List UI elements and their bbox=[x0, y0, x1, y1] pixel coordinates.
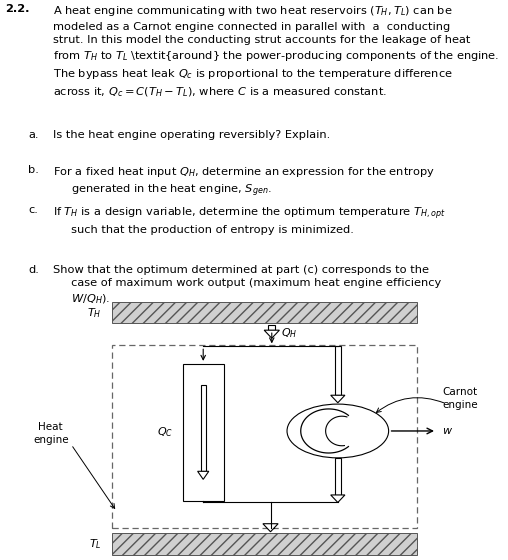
Polygon shape bbox=[263, 524, 278, 532]
Polygon shape bbox=[264, 330, 279, 338]
Text: For a fixed heat input $Q_H$, determine an expression for the entropy
     gener: For a fixed heat input $Q_H$, determine … bbox=[53, 165, 435, 199]
Bar bbox=[112, 302, 417, 324]
Text: 2.2.: 2.2. bbox=[5, 4, 29, 15]
Text: Show that the optimum determined at part (c) corresponds to the
     case of max: Show that the optimum determined at part… bbox=[53, 265, 441, 306]
Text: d.: d. bbox=[28, 265, 39, 275]
Polygon shape bbox=[201, 385, 206, 472]
Text: c.: c. bbox=[28, 206, 38, 215]
Text: $T_H$: $T_H$ bbox=[87, 306, 102, 320]
Polygon shape bbox=[331, 495, 345, 502]
Text: $Q_C$: $Q_C$ bbox=[156, 426, 173, 439]
Bar bbox=[112, 533, 417, 554]
Text: w: w bbox=[442, 426, 451, 436]
Polygon shape bbox=[335, 458, 341, 495]
Text: Heat
engine: Heat engine bbox=[33, 422, 69, 445]
Bar bbox=[112, 345, 417, 528]
Text: b.: b. bbox=[28, 165, 39, 175]
Text: $Q_H$: $Q_H$ bbox=[281, 326, 297, 340]
Polygon shape bbox=[335, 346, 341, 395]
Polygon shape bbox=[331, 395, 345, 403]
Text: If $T_H$ is a design variable, determine the optimum temperature $T_{H, opt}$
  : If $T_H$ is a design variable, determine… bbox=[53, 206, 446, 235]
Bar bbox=[183, 364, 224, 501]
Text: A heat engine communicating with two heat reservoirs $(T_H, T_L)$ can be
modeled: A heat engine communicating with two hea… bbox=[53, 4, 499, 99]
Circle shape bbox=[287, 404, 389, 458]
Text: Carnot
engine: Carnot engine bbox=[442, 387, 478, 410]
Text: $T_L$: $T_L$ bbox=[89, 537, 102, 551]
Polygon shape bbox=[198, 472, 209, 479]
Text: Is the heat engine operating reversibly? Explain.: Is the heat engine operating reversibly?… bbox=[53, 129, 331, 139]
Polygon shape bbox=[267, 524, 274, 528]
Text: a.: a. bbox=[28, 129, 39, 139]
Polygon shape bbox=[268, 325, 275, 330]
